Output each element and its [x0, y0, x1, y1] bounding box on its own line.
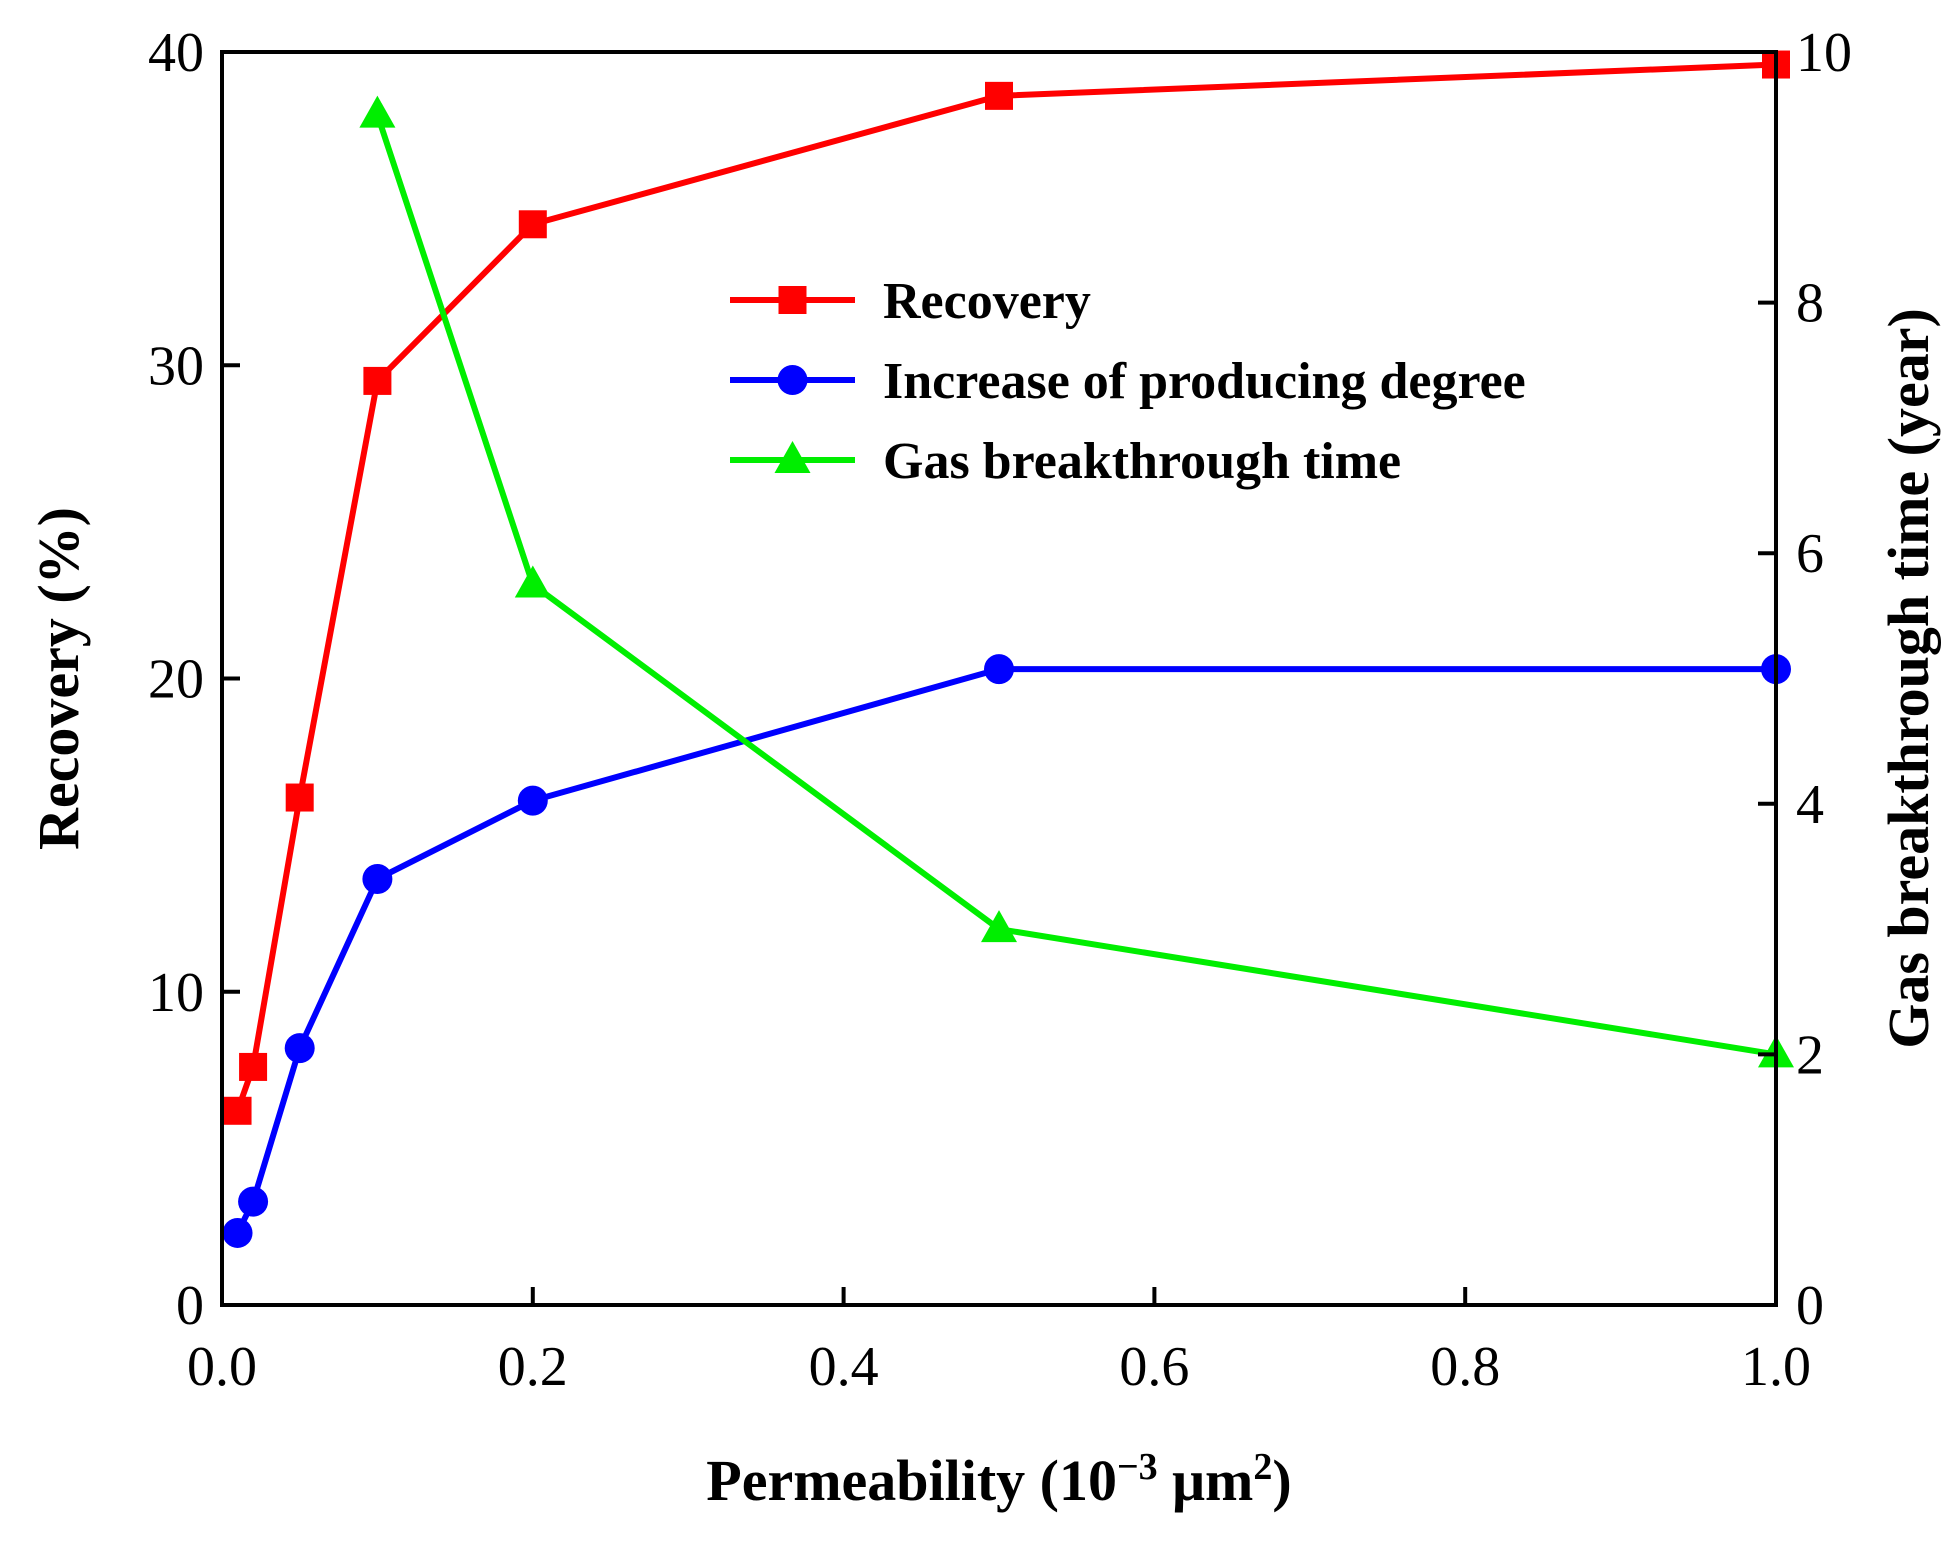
x-tick-label: 0.6 — [1119, 1336, 1189, 1398]
data-point-increase-of-producing-degree — [362, 863, 393, 894]
y-left-tick-label: 40 — [148, 22, 204, 84]
data-point-increase-of-producing-degree — [284, 1033, 315, 1064]
data-point-recovery — [518, 210, 547, 239]
x-axis-title: Permeability (10−3 μm2) — [706, 1446, 1291, 1513]
data-point-increase-of-producing-degree — [222, 1217, 253, 1248]
x-tick-label: 0.4 — [809, 1336, 879, 1398]
data-point-increase-of-producing-degree — [517, 785, 548, 816]
y-left-tick-label: 30 — [148, 335, 204, 397]
y-left-tick-label: 10 — [148, 962, 204, 1024]
series-line-increase-of-producing-degree — [234, 666, 1776, 1235]
y-left-axis-title: Recovery (%) — [26, 507, 91, 850]
y-left-tick-label: 20 — [148, 649, 204, 711]
x-tick-label: 0.8 — [1430, 1336, 1500, 1398]
legend-label-increase-of-producing-degree: Increase of producing degree — [883, 353, 1526, 410]
data-point-recovery — [239, 1052, 268, 1081]
axes-layer: 0.0 0.2 0.4 0.6 0.8 1.00102030400246810Permea… — [26, 22, 1941, 1513]
legend-marker-increase-of-producing-degree — [777, 365, 808, 395]
data-point-gas-breakthrough-time — [981, 910, 1017, 943]
data-point-recovery — [285, 783, 314, 812]
y-right-tick-label: 8 — [1796, 273, 1824, 335]
y-right-tick-label: 0 — [1796, 1275, 1824, 1337]
data-point-recovery — [223, 1096, 252, 1125]
data-point-gas-breakthrough-time — [359, 95, 396, 128]
y-right-tick-label: 4 — [1796, 774, 1824, 836]
x-tick-label: 1.0 — [1741, 1336, 1811, 1398]
legend-label-recovery: Recovery — [883, 273, 1091, 330]
legend-label-gas-breakthrough-time: Gas breakthrough time — [883, 433, 1401, 490]
y-right-axis-title: Gas breakthrough time (year) — [1876, 308, 1941, 1049]
y-right-tick-label: 6 — [1796, 523, 1824, 585]
series-line-recovery — [234, 61, 1777, 1112]
y-right-tick-label: 2 — [1796, 1024, 1824, 1086]
data-point-increase-of-producing-degree — [984, 654, 1014, 685]
series-line-gas-breakthrough-time — [374, 113, 1777, 1058]
legend: Recovery Increase of producing degree Gas … — [730, 273, 1526, 490]
x-tick-label: 0.0 — [187, 1336, 257, 1398]
data-point-gas-breakthrough-time — [514, 565, 551, 598]
y-right-tick-label: 10 — [1796, 22, 1852, 84]
data-point-increase-of-producing-degree — [238, 1186, 269, 1217]
x-tick-label: 0.2 — [498, 1336, 568, 1398]
data-point-recovery — [985, 81, 1013, 110]
plot-layer — [222, 50, 1794, 1248]
data-point-recovery — [363, 366, 392, 395]
legend-marker-recovery — [778, 286, 807, 314]
y-left-tick-label: 0 — [176, 1275, 204, 1337]
legend-marker-gas-breakthrough-time — [774, 441, 811, 473]
